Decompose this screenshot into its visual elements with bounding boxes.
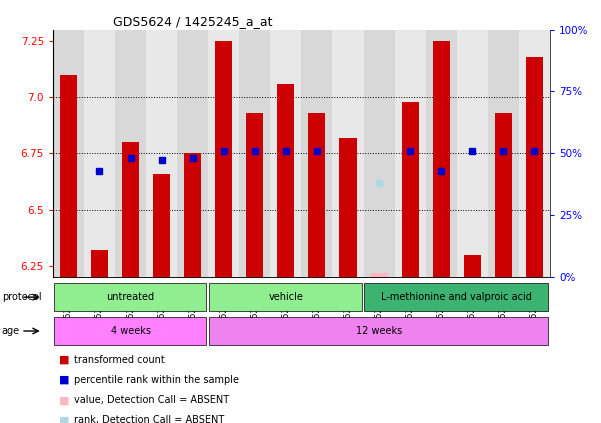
- Bar: [495, 113, 512, 277]
- Bar: [246, 113, 263, 277]
- Bar: [433, 41, 450, 277]
- Bar: [177, 30, 208, 277]
- Bar: [91, 250, 108, 277]
- Bar: [526, 57, 543, 277]
- Bar: [209, 317, 548, 345]
- Bar: [488, 30, 519, 277]
- Text: ■: ■: [59, 395, 69, 405]
- Bar: [519, 30, 550, 277]
- Bar: [457, 30, 488, 277]
- Bar: [208, 30, 239, 277]
- Bar: [146, 30, 177, 277]
- Bar: [371, 272, 388, 277]
- Text: ■: ■: [59, 354, 69, 365]
- Bar: [464, 255, 481, 277]
- Bar: [153, 173, 170, 277]
- Bar: [340, 137, 356, 277]
- Bar: [60, 74, 77, 277]
- Text: percentile rank within the sample: percentile rank within the sample: [74, 375, 239, 385]
- Bar: [332, 30, 364, 277]
- Bar: [364, 283, 548, 311]
- Text: transformed count: transformed count: [74, 354, 165, 365]
- Bar: [270, 30, 302, 277]
- Bar: [53, 317, 206, 345]
- Text: protocol: protocol: [2, 292, 41, 302]
- Text: L-methionine and valproic acid: L-methionine and valproic acid: [381, 292, 532, 302]
- Bar: [122, 142, 139, 277]
- Bar: [184, 154, 201, 277]
- Text: 4 weeks: 4 weeks: [111, 326, 150, 336]
- Text: untreated: untreated: [106, 292, 154, 302]
- Bar: [302, 30, 332, 277]
- Text: ■: ■: [59, 415, 69, 423]
- Bar: [308, 113, 326, 277]
- Bar: [277, 84, 294, 277]
- Text: value, Detection Call = ABSENT: value, Detection Call = ABSENT: [74, 395, 229, 405]
- Bar: [239, 30, 270, 277]
- Bar: [364, 30, 395, 277]
- Bar: [53, 30, 84, 277]
- Bar: [401, 102, 419, 277]
- Text: ■: ■: [59, 375, 69, 385]
- Bar: [215, 41, 232, 277]
- Text: age: age: [2, 326, 20, 336]
- Text: 12 weeks: 12 weeks: [356, 326, 402, 336]
- Bar: [209, 283, 362, 311]
- Bar: [115, 30, 146, 277]
- Text: GDS5624 / 1425245_a_at: GDS5624 / 1425245_a_at: [112, 16, 272, 28]
- Bar: [395, 30, 426, 277]
- Text: vehicle: vehicle: [269, 292, 304, 302]
- Bar: [84, 30, 115, 277]
- Bar: [426, 30, 457, 277]
- Bar: [53, 283, 206, 311]
- Text: rank, Detection Call = ABSENT: rank, Detection Call = ABSENT: [74, 415, 224, 423]
